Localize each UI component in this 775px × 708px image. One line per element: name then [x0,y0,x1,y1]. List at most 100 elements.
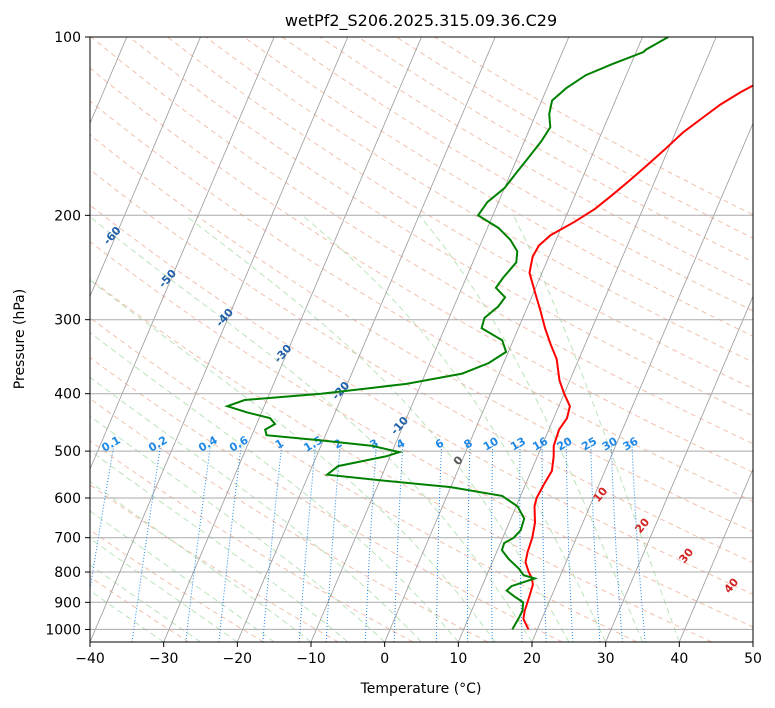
dry-adiabat [90,484,339,642]
plot-frame [89,36,754,643]
dry-adiabat [357,37,753,263]
x-tick-label: 20 [523,651,541,667]
dry-adiabat [129,37,753,417]
dry-adiabat [434,37,753,216]
x-tick-label: 50 [744,651,762,667]
mixing-ratio-line [364,445,377,642]
dry-adiabat [90,356,563,642]
isotherm [457,37,717,642]
dry-adiabat [205,37,753,363]
isopleth-labels: -100-90-80-70-60-50-40-30-20-1000.10.20.… [45,182,741,596]
mixing-ratio-line [131,445,161,642]
moist-adiabat [90,537,238,642]
y-tick-label: 200 [54,208,81,224]
theta-e-label: 30 [676,545,696,565]
mixing-ratio-label: 4 [394,436,407,451]
mixing-ratio-label: 3 [368,437,381,452]
isotherm [678,468,753,642]
isotherm-label: -50 [156,267,179,291]
background-lines [90,37,753,642]
moist-adiabat [90,510,275,642]
x-tick-label: 10 [449,651,467,667]
mixing-ratio-line [218,445,242,642]
mixing-ratio-line [90,445,115,593]
mixing-ratio-line [541,445,547,642]
isotherm [163,37,422,642]
y-tick-label: 900 [54,595,81,611]
dry-adiabat [90,278,712,642]
y-tick-label: 500 [54,444,81,460]
moist-adiabat [301,214,607,642]
dry-adiabat [90,168,753,564]
dry-adiabat [90,241,753,628]
isotherm [531,122,753,642]
mixing-ratio-line [435,445,443,642]
isotherm-label: -60 [101,224,124,248]
temperature-profile [522,84,753,630]
y-tick-label: 600 [54,491,81,507]
moist-adiabat [90,216,533,642]
x-axis-ticks: −40 −30 −20 −10 0 10 20 30 40 50 [75,642,762,667]
moist-adiabat [90,481,312,642]
mixing-ratio-label: 1 [273,437,286,452]
moist-adiabat [419,214,643,642]
dry-adiabat [90,37,753,445]
isotherm [90,37,349,642]
x-tick-label: −20 [223,651,253,667]
y-tick-label: 800 [54,565,81,581]
y-tick-label: 300 [54,313,81,329]
chart-title: wetPf2_S206.2025.315.09.36.C29 [285,11,557,31]
x-tick-label: −30 [149,651,179,667]
dewpoint-profile [224,37,669,630]
isotherm [310,37,570,642]
mixing-ratio-line [393,445,404,642]
mixing-ratio-line [325,445,341,642]
dry-adiabat [90,576,190,642]
isotherm [90,37,275,471]
dry-adiabat [90,529,264,642]
dry-adiabat [90,204,753,595]
mixing-ratio-line [565,445,574,642]
mixing-ratio-line [590,445,601,642]
moist-adiabat [90,376,422,642]
mixing-ratio-line [491,445,494,642]
mixing-ratio-line [610,445,623,642]
theta-e-label: 10 [590,484,610,504]
isotherm-label: -30 [271,342,294,366]
theta-e-label: 40 [721,575,741,595]
mixing-ratio-line [631,445,646,642]
moist-adiabat [512,215,680,642]
isotherm-label: -70 [45,182,68,206]
dry-adiabat [90,440,414,642]
x-tick-label: −40 [75,651,105,667]
dry-adiabat [90,397,488,642]
isotherm-label: 0 [451,453,466,468]
moist-adiabat [184,214,570,642]
moist-adiabat [90,331,459,642]
isotherm [236,37,496,642]
y-tick-label: 700 [54,531,81,547]
sounding-profiles [224,37,753,630]
mixing-ratio-line [298,445,316,642]
dry-adiabat [281,37,753,312]
x-tick-label: 0 [380,651,389,667]
x-tick-label: 30 [597,651,615,667]
y-tick-label: 100 [54,30,81,46]
isotherm [605,295,753,642]
y-axis-ticks: 100 200 300 400 500 600 700 800 900 1000 [45,30,90,638]
moist-adiabat [90,449,349,642]
dry-adiabat [90,67,753,473]
mixing-ratio-line [519,445,523,642]
isotherm-label: -10 [388,414,411,438]
y-tick-label: 1000 [45,622,81,638]
x-tick-label: −10 [296,651,326,667]
x-tick-label: 40 [670,651,688,667]
isotherm [90,37,201,298]
mixing-ratio-line [466,445,471,642]
isotherm [752,640,753,642]
dry-adiabat [90,317,638,642]
moist-adiabat [90,415,386,642]
moist-adiabat [90,279,496,642]
x-axis-label: Temperature (°C) [360,681,482,697]
